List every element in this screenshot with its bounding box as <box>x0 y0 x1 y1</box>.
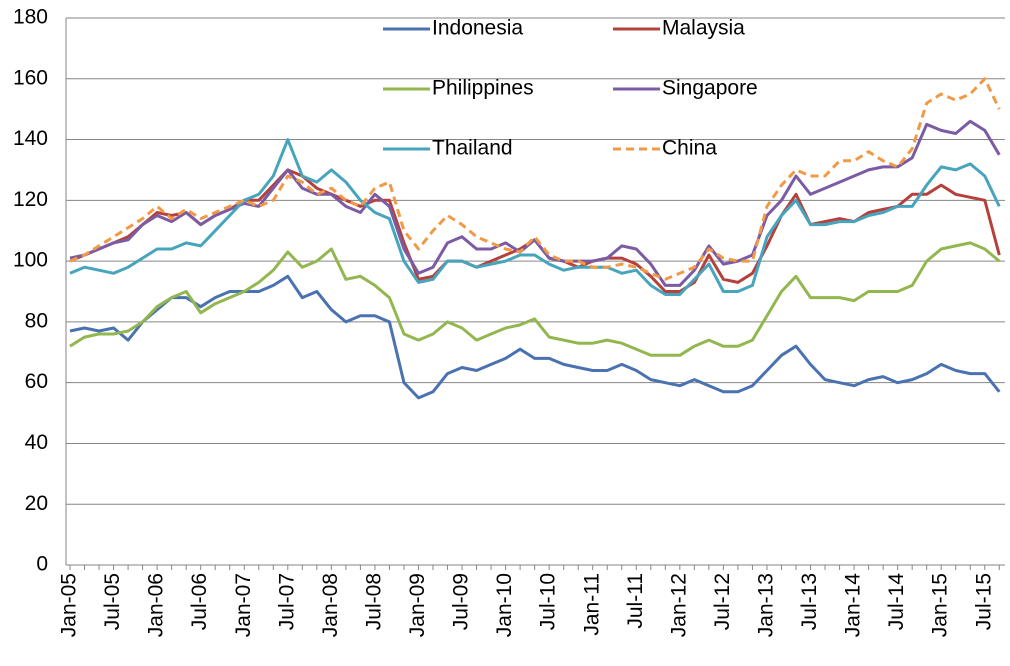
y-tick-label: 80 <box>25 309 48 332</box>
y-tick-label: 60 <box>25 370 48 393</box>
x-tick-label: Jan-14 <box>842 573 865 638</box>
x-tick-label: Jan-12 <box>667 573 690 637</box>
y-tick-label: 180 <box>13 6 48 29</box>
x-tick-label: Jul-05 <box>101 573 124 630</box>
x-tick-label: Jan-05 <box>58 573 81 637</box>
legend-label: Philippines <box>432 77 534 100</box>
x-tick-label: Jul-15 <box>972 573 995 630</box>
x-tick-label: Jul-06 <box>188 573 211 630</box>
y-tick-label: 40 <box>25 431 48 454</box>
x-tick-label: Jan-06 <box>145 573 168 637</box>
x-tick-label: Jan-09 <box>406 573 429 637</box>
series-line <box>69 168 1001 293</box>
x-tick-label: Jan-08 <box>319 573 342 637</box>
x-tick-label: Jul-10 <box>537 573 560 630</box>
y-tick-label: 20 <box>25 492 48 515</box>
series-line <box>69 77 1001 281</box>
series-line <box>69 138 1001 296</box>
y-tick-label: 140 <box>13 127 48 150</box>
x-tick-label: Jul-11 <box>624 573 647 629</box>
legend: Indonesia Malaysia Philippines Singapore Tha… <box>383 17 758 160</box>
legend-label: China <box>662 137 717 160</box>
legend-label: Malaysia <box>662 17 745 40</box>
series-line <box>69 274 1001 400</box>
x-tick-label: Jul-14 <box>885 573 908 631</box>
x-tick-label: Jan-11 <box>580 573 603 636</box>
x-tick-label: Jul-13 <box>798 573 821 630</box>
x-tick-label: Jan-07 <box>232 573 255 637</box>
x-tick-label: Jan-15 <box>929 573 952 637</box>
x-tick-label: Jan-13 <box>755 573 778 637</box>
y-tick-label: 120 <box>13 188 48 211</box>
x-tick-label: Jul-12 <box>711 573 734 630</box>
x-tick-label: Jul-09 <box>450 573 473 630</box>
series-line <box>69 241 1001 357</box>
x-tick-label: Jul-08 <box>362 573 385 630</box>
x-tick-label: Jul-07 <box>275 573 298 630</box>
legend-label: Thailand <box>432 137 513 160</box>
x-tick-label: Jan-10 <box>493 573 516 637</box>
legend-label: Indonesia <box>432 17 523 40</box>
y-tick-label: 100 <box>13 249 48 272</box>
y-tick-label: 160 <box>13 66 48 89</box>
legend-label: Singapore <box>662 77 758 100</box>
series-line <box>69 119 1001 287</box>
y-tick-label: 0 <box>36 553 48 576</box>
